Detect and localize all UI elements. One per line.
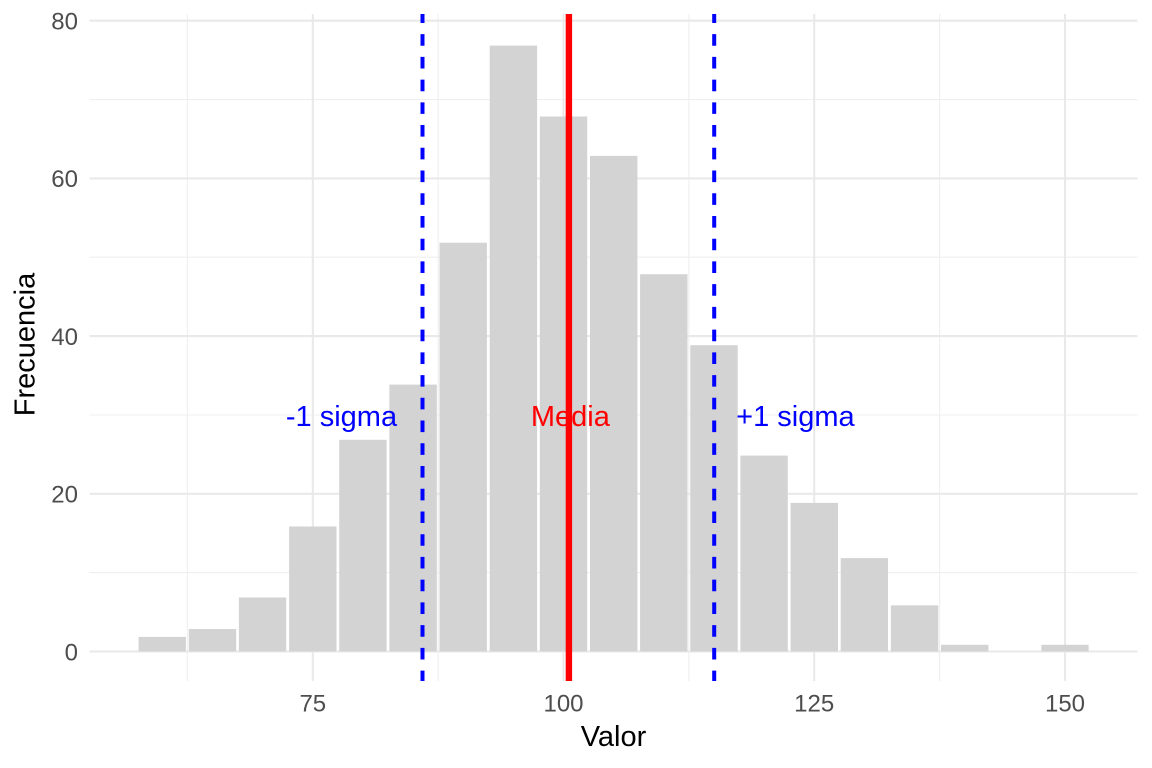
- svg-text:Media: Media: [531, 401, 611, 433]
- svg-text:80: 80: [51, 9, 78, 36]
- svg-text:-1 sigma: -1 sigma: [286, 401, 398, 433]
- svg-text:125: 125: [794, 691, 834, 718]
- svg-text:0: 0: [65, 639, 78, 666]
- svg-text:40: 40: [51, 324, 78, 351]
- svg-text:60: 60: [51, 166, 78, 193]
- svg-text:20: 20: [51, 482, 78, 509]
- svg-text:+1 sigma: +1 sigma: [736, 401, 855, 433]
- svg-text:75: 75: [299, 691, 326, 718]
- svg-text:Frecuencia: Frecuencia: [10, 272, 42, 416]
- svg-text:150: 150: [1045, 691, 1085, 718]
- svg-text:Valor: Valor: [581, 721, 647, 753]
- svg-text:100: 100: [543, 691, 583, 718]
